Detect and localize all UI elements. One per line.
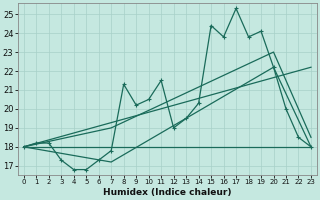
X-axis label: Humidex (Indice chaleur): Humidex (Indice chaleur) [103,188,232,197]
